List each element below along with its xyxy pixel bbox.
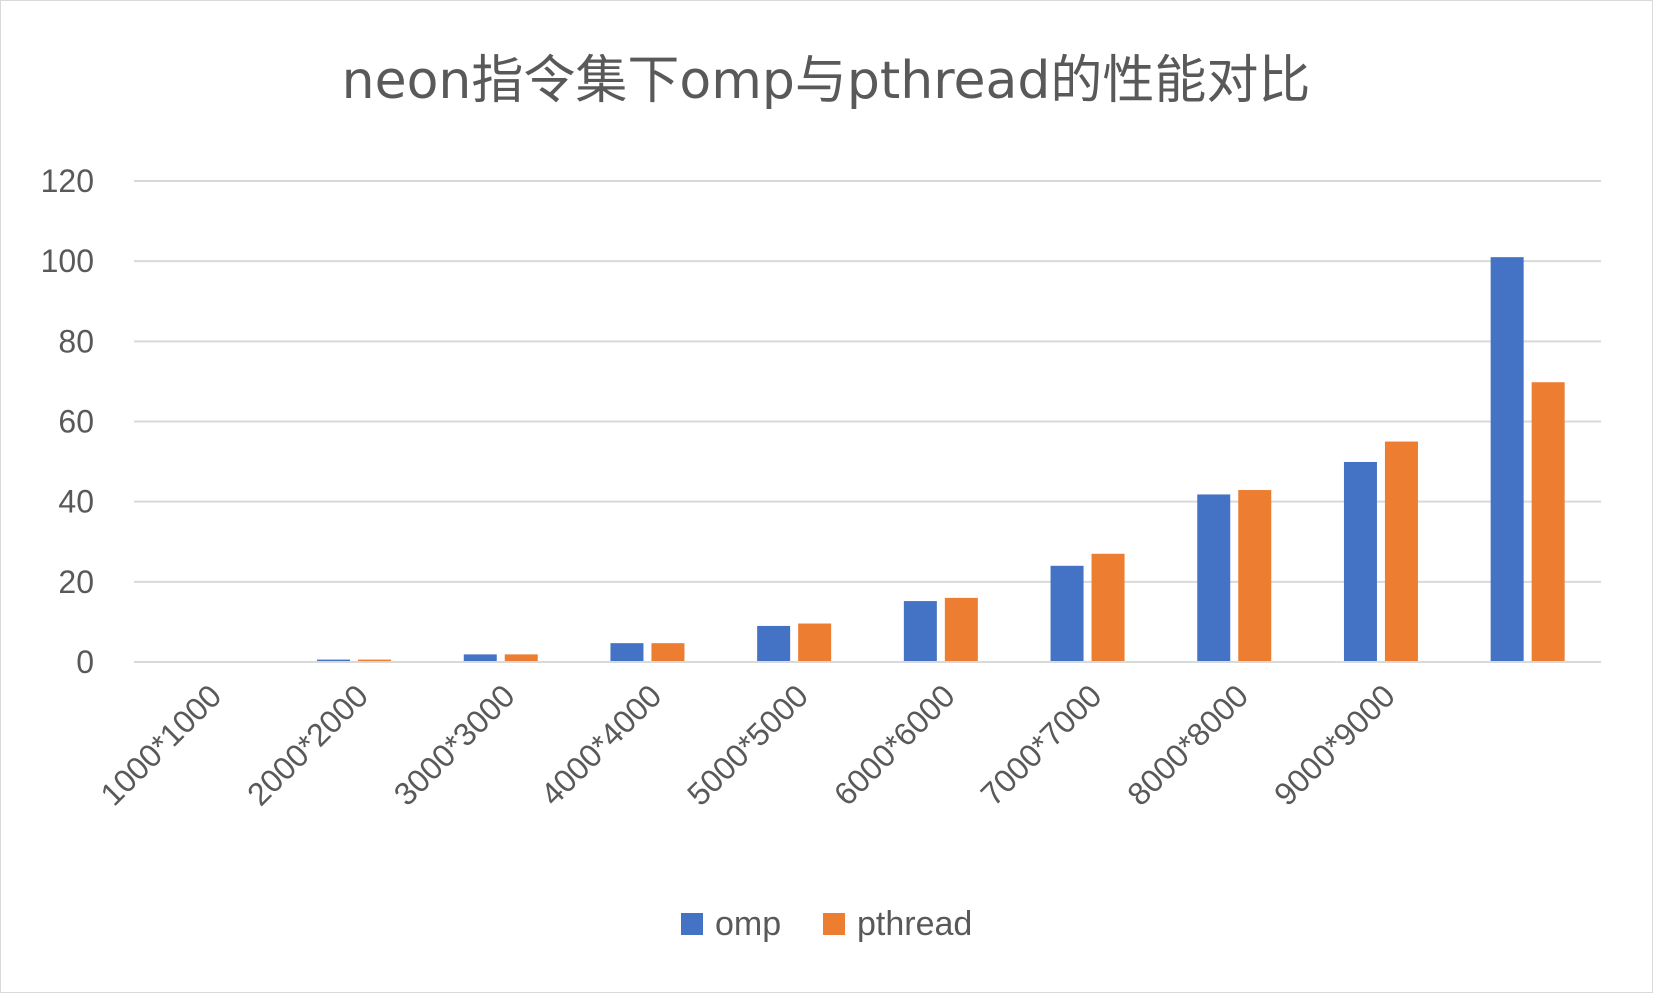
y-axis-ticks: 0 20 40 60 80 100 120	[41, 163, 94, 680]
bar-omp	[463, 654, 497, 662]
bar-pthread	[651, 643, 685, 662]
chart-title: neon指令集下omp与pthread的性能对比	[342, 51, 1311, 111]
bar-pthread	[1384, 441, 1418, 662]
bar-pthread	[504, 654, 538, 662]
y-tick-label: 0	[76, 644, 94, 680]
bar-pthread	[1238, 490, 1272, 662]
bar-omp	[903, 601, 937, 662]
x-category-label: 4000*4000	[533, 677, 668, 812]
legend: omp pthread	[681, 905, 972, 943]
bar-pthread	[1531, 382, 1565, 662]
legend-label-omp: omp	[715, 905, 781, 943]
x-category-label: 1000*1000	[93, 677, 228, 812]
bar-pthread	[944, 597, 978, 662]
x-category-label: 7000*7000	[974, 677, 1109, 812]
bars	[170, 257, 1565, 662]
x-axis-categories: 1000*1000 2000*2000 3000*3000 4000*4000 5000…	[93, 677, 1402, 812]
x-category-label: 3000*3000	[387, 677, 522, 812]
x-category-label: 5000*5000	[680, 677, 815, 812]
legend-swatch-omp	[681, 913, 703, 935]
y-tick-label: 40	[58, 484, 94, 520]
bar-omp	[1050, 565, 1084, 662]
y-tick-label: 80	[58, 323, 94, 359]
bar-pthread	[798, 623, 832, 662]
y-tick-label: 100	[41, 243, 94, 279]
x-category-label: 2000*2000	[240, 677, 375, 812]
bar-pthread	[358, 659, 392, 662]
bar-omp	[610, 643, 644, 662]
x-category-label: 8000*8000	[1120, 677, 1255, 812]
legend-label-pthread: pthread	[857, 905, 972, 943]
y-tick-label: 120	[41, 163, 94, 199]
bar-pthread	[1091, 553, 1125, 662]
gridlines	[134, 180, 1601, 583]
x-category-label: 9000*9000	[1267, 677, 1402, 812]
bar-omp	[1197, 494, 1231, 662]
bar-omp	[317, 659, 351, 662]
x-category-label: 6000*6000	[827, 677, 962, 812]
y-tick-label: 20	[58, 564, 94, 600]
bar-omp	[1343, 461, 1377, 662]
bar-omp	[757, 625, 791, 662]
legend-swatch-pthread	[823, 913, 845, 935]
y-tick-label: 60	[58, 404, 94, 440]
bar-omp	[1490, 257, 1524, 662]
